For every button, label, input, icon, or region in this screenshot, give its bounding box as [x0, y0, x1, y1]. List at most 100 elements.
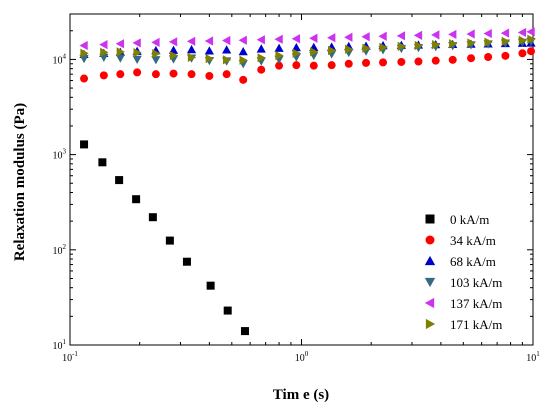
- data-point: [362, 58, 371, 67]
- data-point: [448, 29, 457, 40]
- data-point: [257, 65, 266, 74]
- y-tick-exponent: 3: [63, 148, 67, 156]
- legend-marker: [425, 214, 435, 224]
- x-axis-ticks: 10-1 100 101: [62, 14, 540, 364]
- series-1: [80, 47, 535, 84]
- data-point: [518, 49, 527, 58]
- y-axis-title: Relaxation modulus (Pa): [12, 103, 28, 261]
- data-point: [344, 59, 353, 68]
- data-point: [182, 257, 191, 266]
- data-point: [98, 158, 107, 167]
- data-point: [132, 195, 141, 204]
- data-point: [238, 46, 248, 56]
- data-point: [204, 36, 214, 46]
- data-point: [152, 49, 161, 59]
- data-point: [99, 71, 108, 80]
- x-tick-base: 10: [62, 353, 72, 364]
- data-point: [527, 34, 536, 44]
- data-point: [309, 61, 318, 70]
- data-point: [151, 56, 161, 65]
- data-point: [115, 39, 125, 49]
- data-point: [151, 37, 160, 47]
- x-tick-label: 10-1: [62, 350, 78, 364]
- data-point: [344, 32, 353, 42]
- data-point: [379, 42, 388, 52]
- data-point: [414, 57, 423, 66]
- legend-label: 103 kA/m: [450, 275, 502, 290]
- legend: 0 kA/m 34 kA/m 68 kA/m 103 kA/m 137 kA/m 171 …: [424, 212, 502, 332]
- data-point: [291, 34, 301, 44]
- data-point: [484, 53, 493, 62]
- data-point: [148, 213, 157, 222]
- data-point: [327, 61, 336, 70]
- data-point: [448, 55, 457, 64]
- data-point: [115, 176, 124, 185]
- data-series: [79, 27, 536, 336]
- series-3: [79, 37, 536, 69]
- legend-marker: [424, 297, 435, 309]
- data-point: [414, 40, 424, 51]
- x-tick-exponent: 1: [536, 350, 540, 358]
- data-point: [80, 140, 89, 149]
- data-point: [431, 56, 440, 65]
- y-tick-label: 103: [53, 148, 67, 162]
- data-point: [466, 29, 475, 39]
- data-point: [467, 54, 476, 63]
- data-point: [361, 32, 370, 42]
- data-point: [501, 51, 510, 60]
- legend-marker: [424, 277, 436, 288]
- data-point: [467, 38, 476, 48]
- data-point: [484, 37, 493, 47]
- data-point: [132, 55, 142, 65]
- y-tick-exponent: 4: [63, 52, 67, 60]
- data-point: [256, 44, 266, 53]
- data-point: [132, 38, 141, 48]
- y-tick-exponent: 2: [63, 243, 67, 251]
- data-point: [115, 54, 125, 63]
- data-point: [169, 50, 179, 61]
- data-point: [169, 69, 178, 78]
- data-point: [501, 36, 511, 46]
- y-tick-label: 102: [53, 243, 67, 257]
- legend-label: 68 kA/m: [450, 254, 496, 269]
- series-0: [80, 140, 249, 336]
- data-point: [206, 281, 215, 290]
- data-point: [483, 28, 492, 39]
- legend-marker: [425, 235, 435, 245]
- data-point: [80, 48, 89, 58]
- data-point: [239, 75, 248, 84]
- data-point: [222, 70, 231, 79]
- data-point: [396, 31, 406, 41]
- data-point: [205, 54, 214, 64]
- legend-label: 171 kA/m: [450, 317, 502, 332]
- data-point: [327, 45, 337, 56]
- data-point: [257, 53, 266, 63]
- data-point: [133, 47, 142, 58]
- data-point: [116, 70, 125, 79]
- y-tick-label: 104: [53, 52, 67, 66]
- data-point: [526, 27, 535, 37]
- data-point: [518, 35, 528, 45]
- legend-marker: [424, 255, 436, 266]
- legend-label: 0 kA/m: [450, 212, 489, 227]
- data-point: [222, 35, 231, 46]
- data-point: [413, 30, 423, 40]
- data-point: [256, 35, 265, 45]
- data-point: [292, 61, 301, 70]
- data-point: [168, 37, 178, 47]
- legend-label: 34 kA/m: [450, 233, 496, 248]
- y-tick-base: 10: [53, 341, 63, 352]
- data-point: [362, 43, 371, 53]
- data-point: [238, 35, 247, 45]
- data-point: [274, 43, 284, 52]
- data-point: [378, 31, 387, 41]
- data-point: [397, 41, 406, 52]
- data-point: [517, 27, 527, 38]
- data-point: [205, 71, 214, 80]
- series-5: [80, 34, 536, 65]
- data-point: [186, 44, 197, 54]
- x-tick-exponent: -1: [72, 350, 78, 358]
- data-point: [116, 47, 125, 57]
- y-tick-base: 10: [53, 55, 63, 66]
- y-tick-label: 101: [53, 338, 67, 352]
